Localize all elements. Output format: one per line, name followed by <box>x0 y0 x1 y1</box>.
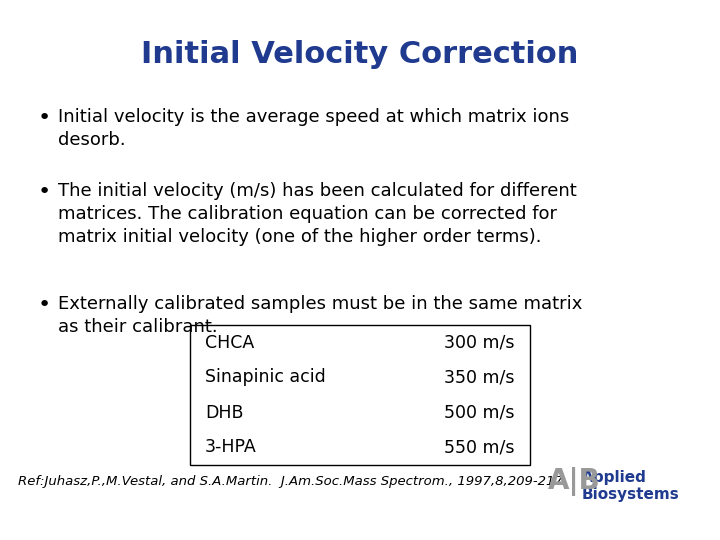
Text: Ref:Juhasz,P.,M.Vestal, and S.A.Martin.  J.Am.Soc.Mass Spectrom., 1997,8,209-217: Ref:Juhasz,P.,M.Vestal, and S.A.Martin. … <box>18 475 563 488</box>
Text: Initial velocity is the average speed at which matrix ions
desorb.: Initial velocity is the average speed at… <box>58 108 570 149</box>
Text: Initial Velocity Correction: Initial Velocity Correction <box>141 40 579 69</box>
Text: 300 m/s: 300 m/s <box>444 334 515 352</box>
Text: Sinapinic acid: Sinapinic acid <box>205 368 325 387</box>
Text: A|B: A|B <box>548 467 600 496</box>
Text: •: • <box>38 108 51 128</box>
Text: Applied
Biosystems: Applied Biosystems <box>582 470 680 502</box>
Text: CHCA: CHCA <box>205 334 254 352</box>
Text: 550 m/s: 550 m/s <box>444 438 515 456</box>
Text: •: • <box>38 295 51 315</box>
Text: 350 m/s: 350 m/s <box>444 368 515 387</box>
Text: DHB: DHB <box>205 403 243 422</box>
Text: •: • <box>38 182 51 202</box>
Text: 500 m/s: 500 m/s <box>444 403 515 422</box>
Text: Externally calibrated samples must be in the same matrix
as their calibrant.: Externally calibrated samples must be in… <box>58 295 582 336</box>
FancyBboxPatch shape <box>190 325 530 465</box>
Text: The initial velocity (m/s) has been calculated for different
matrices. The calib: The initial velocity (m/s) has been calc… <box>58 182 577 246</box>
Text: 3-HPA: 3-HPA <box>205 438 257 456</box>
